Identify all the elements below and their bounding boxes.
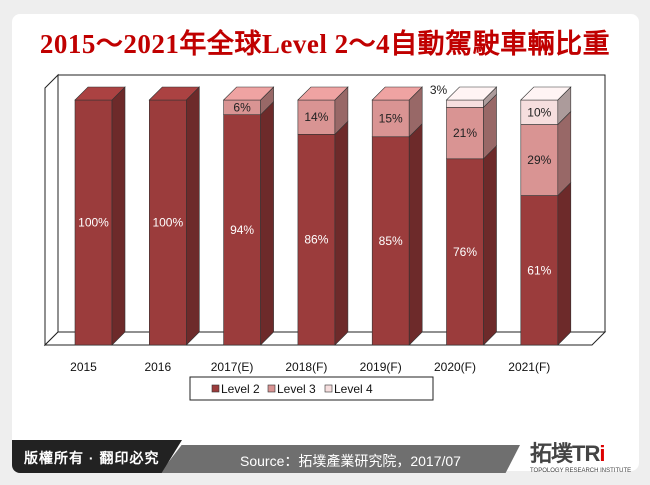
data-label: 61% <box>527 263 551 277</box>
x-tick-label: 2021(F) <box>508 360 550 374</box>
x-tick-label: 2018(F) <box>285 360 327 374</box>
tri-logo: 拓墣TRi TOPOLOGY RESEARCH INSTITUTE <box>530 441 632 474</box>
x-tick-label: 2019(F) <box>360 360 402 374</box>
bar-side <box>334 120 349 346</box>
legend-box <box>189 376 434 401</box>
bar-side <box>483 145 497 346</box>
data-label: 14% <box>304 110 328 124</box>
data-label: 3% <box>430 83 448 97</box>
bar-top <box>74 86 126 101</box>
data-label: 6% <box>233 100 251 114</box>
bar-level-2 <box>297 134 336 346</box>
x-tick-label: 2020(F) <box>434 360 476 374</box>
legend-label: Level 4 <box>334 382 373 396</box>
bar-top <box>148 86 201 101</box>
x-tick-label: 2015 <box>70 360 97 374</box>
data-label: 15% <box>379 111 403 125</box>
copyright-banner: 版權所有 · 翻印必究 <box>12 440 182 473</box>
bar-level-2 <box>149 99 187 346</box>
source-text: Source：拓墣產業研究院，2017/07 <box>240 453 461 469</box>
data-label: 85% <box>379 234 403 248</box>
data-label: 100% <box>78 216 109 230</box>
bar-side <box>111 86 126 346</box>
side-wall <box>44 73 59 347</box>
bar-side <box>557 181 572 346</box>
bar-top <box>520 86 572 101</box>
x-tick-label: 2017(E) <box>211 360 254 374</box>
x-tick-label: 2016 <box>144 360 171 374</box>
data-label: 94% <box>230 223 254 237</box>
bar-level-3 <box>297 99 336 135</box>
data-label: 29% <box>527 153 551 167</box>
bar-level-2 <box>223 114 261 346</box>
bar-level-3 <box>371 99 410 138</box>
legend-swatch <box>267 384 276 393</box>
legend-label: Level 3 <box>277 382 316 396</box>
data-label: 10% <box>527 105 551 119</box>
legend-swatch <box>211 384 220 393</box>
data-label: 21% <box>453 126 477 140</box>
data-label: 76% <box>453 245 477 259</box>
bar-side <box>408 123 423 346</box>
bar-level-2 <box>446 158 484 346</box>
bar-side <box>186 86 200 346</box>
bar-top <box>371 86 423 101</box>
bar-top <box>222 86 275 101</box>
data-label: 86% <box>304 233 328 247</box>
legend-label: Level 2 <box>221 382 260 396</box>
data-label: 100% <box>152 216 183 230</box>
bar-level-4 <box>446 99 484 108</box>
legend-swatch <box>324 384 333 393</box>
copyright-text: 版權所有 · 翻印必究 <box>24 450 160 466</box>
bar-side <box>557 110 572 197</box>
bar-top <box>445 86 498 101</box>
bar-side <box>260 100 274 346</box>
chart-title: 2015～2021年全球Level 2～4自動駕駛車輛比重 <box>39 29 611 59</box>
bar-top <box>297 86 349 101</box>
bar-level-3 <box>446 107 484 160</box>
bar-level-2 <box>371 136 410 346</box>
footer-bar <box>160 445 520 473</box>
